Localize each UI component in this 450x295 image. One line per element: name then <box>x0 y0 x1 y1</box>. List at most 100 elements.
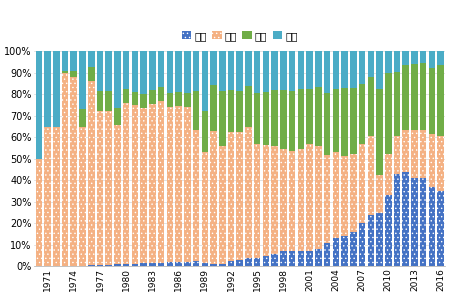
Bar <box>333 153 339 238</box>
Bar <box>193 130 199 261</box>
Bar <box>350 51 356 88</box>
Bar <box>53 127 59 266</box>
Bar <box>368 77 374 136</box>
Bar <box>166 93 173 107</box>
Bar <box>271 146 278 253</box>
Bar <box>62 71 68 73</box>
Bar <box>123 103 130 264</box>
Bar <box>114 124 121 264</box>
Bar <box>176 262 182 266</box>
Bar <box>411 178 418 266</box>
Bar <box>376 213 383 266</box>
Bar <box>132 92 138 105</box>
Bar <box>289 251 296 266</box>
Bar <box>297 251 304 266</box>
Bar <box>306 144 313 251</box>
Bar <box>297 89 304 149</box>
Bar <box>350 232 356 266</box>
Bar <box>123 89 130 103</box>
Bar <box>36 159 42 266</box>
Bar <box>306 251 313 266</box>
Bar <box>341 156 348 236</box>
Bar <box>402 172 409 266</box>
Bar <box>245 51 252 86</box>
Bar <box>429 68 435 134</box>
Bar <box>271 51 278 90</box>
Bar <box>263 92 269 145</box>
Bar <box>254 93 261 144</box>
Bar <box>140 94 147 108</box>
Bar <box>105 111 112 265</box>
Bar <box>376 51 383 89</box>
Bar <box>140 108 147 263</box>
Bar <box>184 51 191 93</box>
Bar <box>315 249 322 266</box>
Bar <box>263 51 269 92</box>
Bar <box>394 136 400 174</box>
Bar <box>280 251 287 266</box>
Bar <box>385 51 392 73</box>
Bar <box>359 84 365 144</box>
Bar <box>280 90 287 149</box>
Bar <box>140 263 147 266</box>
Bar <box>202 153 208 263</box>
Bar <box>236 51 243 91</box>
Bar <box>341 88 348 156</box>
Bar <box>123 264 130 266</box>
Bar <box>79 109 86 127</box>
Bar <box>36 51 42 159</box>
Bar <box>385 73 392 154</box>
Bar <box>245 86 252 127</box>
Bar <box>219 51 225 91</box>
Bar <box>341 236 348 266</box>
Bar <box>324 51 330 93</box>
Bar <box>149 51 156 90</box>
Bar <box>368 136 374 214</box>
Bar <box>429 187 435 266</box>
Bar <box>420 63 427 130</box>
Bar <box>359 223 365 266</box>
Bar <box>210 264 217 266</box>
Bar <box>254 258 261 266</box>
Bar <box>271 253 278 266</box>
Bar <box>263 256 269 266</box>
Bar <box>105 51 112 91</box>
Bar <box>105 91 112 111</box>
Bar <box>437 65 444 136</box>
Bar <box>324 155 330 243</box>
Bar <box>184 262 191 266</box>
Bar <box>97 51 103 91</box>
Bar <box>315 146 322 249</box>
Bar <box>394 174 400 266</box>
Bar <box>420 178 427 266</box>
Bar <box>289 51 296 91</box>
Bar <box>429 134 435 187</box>
Bar <box>149 263 156 266</box>
Bar <box>437 136 444 191</box>
Bar <box>315 51 322 87</box>
Bar <box>79 51 86 109</box>
Bar <box>105 265 112 266</box>
Bar <box>245 258 252 266</box>
Bar <box>62 51 68 71</box>
Bar <box>228 90 234 132</box>
Bar <box>132 105 138 264</box>
Bar <box>97 265 103 266</box>
Bar <box>297 51 304 89</box>
Bar <box>140 51 147 94</box>
Bar <box>44 127 51 266</box>
Bar <box>402 65 409 130</box>
Bar <box>79 127 86 266</box>
Bar <box>210 51 217 85</box>
Bar <box>97 111 103 265</box>
Bar <box>219 264 225 266</box>
Bar <box>236 260 243 266</box>
Bar <box>297 149 304 251</box>
Bar <box>385 196 392 266</box>
Bar <box>271 90 278 146</box>
Bar <box>44 51 51 127</box>
Bar <box>176 51 182 92</box>
Legend: 中国, 日本, 韩国, 其他: 中国, 日本, 韩国, 其他 <box>178 27 302 45</box>
Bar <box>158 87 164 101</box>
Bar <box>411 64 418 130</box>
